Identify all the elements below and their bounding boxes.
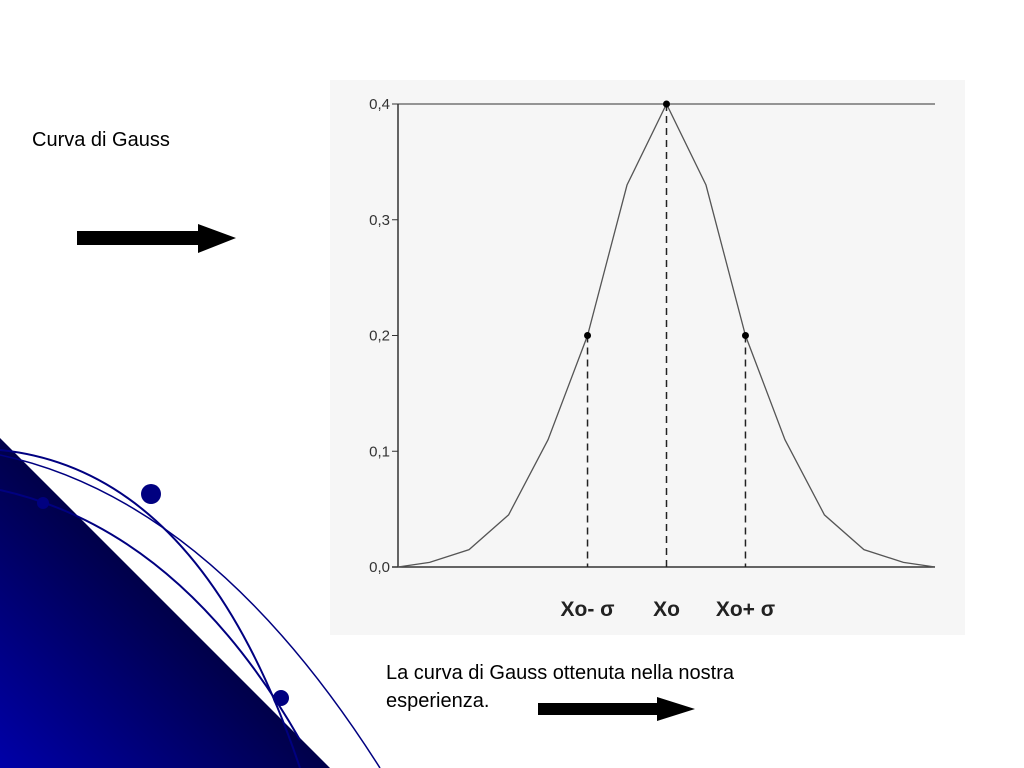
- x-tick-label: Xo- σ: [561, 598, 615, 621]
- chart: 0,0 0,1 0,2 0,3 0,4 Xo- σ Xo Xo+ σ: [369, 96, 936, 621]
- caption-line: La curva di Gauss ottenuta nella nostra: [386, 662, 734, 684]
- y-tick-label: 0,1: [369, 443, 390, 460]
- point: [663, 100, 670, 108]
- x-tick-label: Xo+ σ: [716, 598, 775, 621]
- y-tick-label: 0,3: [369, 212, 390, 229]
- deco-curve: [0, 454, 381, 768]
- chart-background: [330, 80, 965, 635]
- arrow: [538, 697, 695, 721]
- deco-dot: [37, 497, 49, 509]
- y-tick-label: 0,2: [369, 328, 390, 345]
- point: [584, 332, 592, 339]
- y-tick-label: 0,4: [369, 96, 390, 113]
- arrow: [77, 224, 236, 253]
- deco-dot: [141, 484, 161, 504]
- point: [741, 332, 749, 339]
- corner-triangle: [0, 438, 330, 768]
- slide-title: Curva di Gauss: [32, 129, 170, 151]
- caption-line: esperienza.: [386, 690, 490, 712]
- deco-dot: [273, 690, 289, 706]
- x-tick-label: Xo: [653, 598, 680, 621]
- y-tick-label: 0,0: [369, 559, 390, 576]
